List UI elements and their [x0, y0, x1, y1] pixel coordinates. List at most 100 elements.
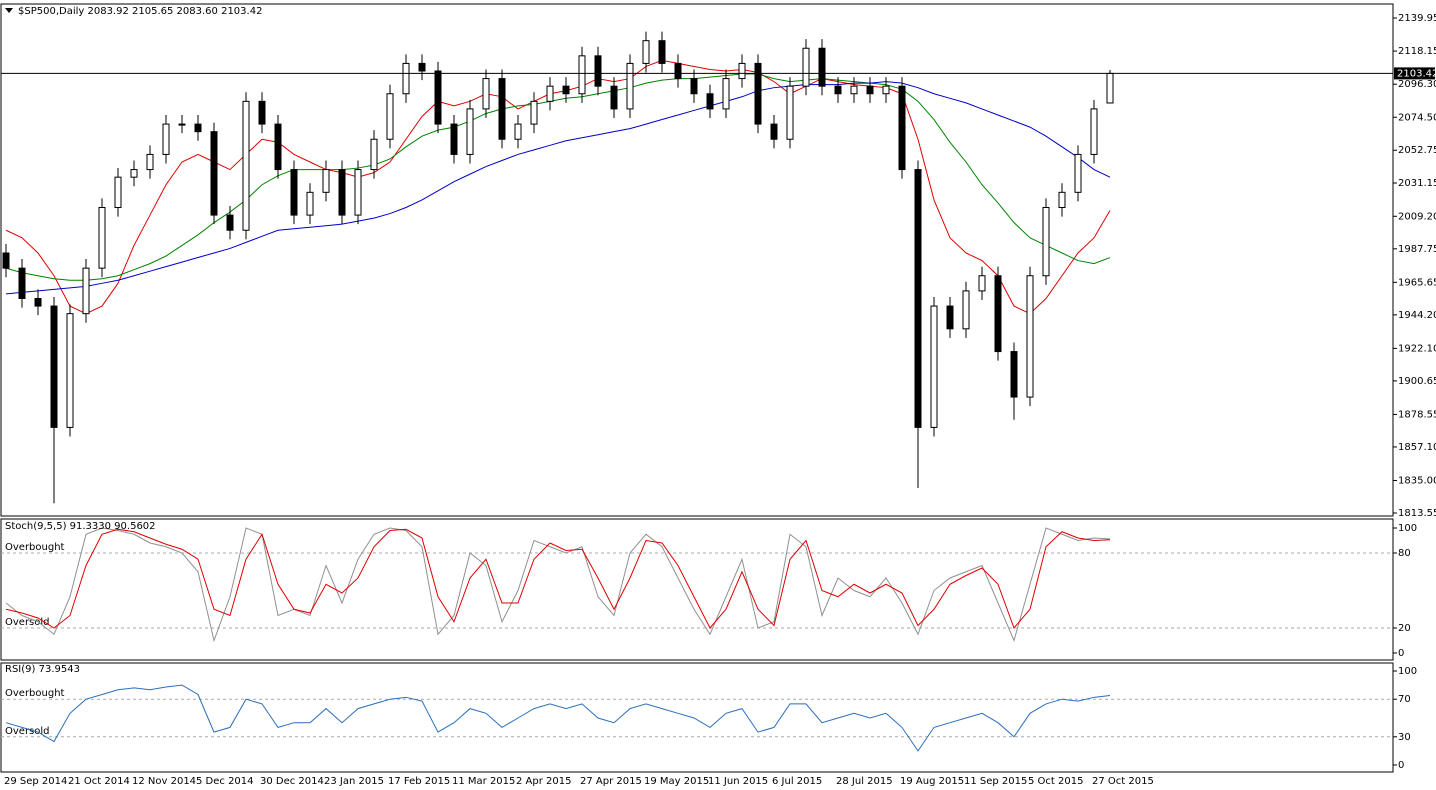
y-tick-label: 2031.15 [1398, 178, 1436, 189]
candle-body [706, 93, 714, 110]
candle-body [802, 47, 810, 87]
candle-body [1010, 351, 1018, 398]
x-tick-label: 5 Oct 2015 [1028, 776, 1083, 787]
candle-body [962, 290, 970, 330]
y-tick-label: 1900.65 [1398, 376, 1436, 387]
y-tick-label: 100 [1398, 666, 1417, 677]
candle-body [1058, 191, 1066, 208]
x-tick-label: 11 Jun 2015 [708, 776, 768, 787]
y-tick-label: 30 [1398, 732, 1411, 743]
candle-body [770, 123, 778, 140]
y-tick-label: 2074.50 [1398, 112, 1436, 123]
candle-body [1090, 108, 1098, 155]
candle-body [258, 100, 266, 125]
candle-body [338, 169, 346, 216]
candle-body [514, 123, 522, 140]
candle-body [418, 62, 426, 72]
candle-body [370, 138, 378, 171]
candle-body [930, 305, 938, 428]
y-tick-label: 20 [1398, 623, 1411, 634]
x-tick-label: 6 Jul 2015 [772, 776, 822, 787]
candle-body [402, 62, 410, 95]
level-label: Oversold [5, 726, 50, 737]
candle-body [18, 267, 26, 299]
x-tick-label: 11 Mar 2015 [452, 776, 515, 787]
candle-body [914, 169, 922, 428]
candle-body [178, 123, 186, 126]
moving-average [5, 59, 1111, 315]
candle-body [322, 169, 330, 193]
candle-body [834, 85, 842, 95]
candle-body [722, 78, 730, 110]
x-tick-label: 28 Jul 2015 [836, 776, 893, 787]
y-tick-label: 1965.65 [1398, 277, 1436, 288]
candle-body [450, 123, 458, 155]
candle-body [274, 123, 282, 171]
candle-body [498, 78, 506, 140]
x-tick-label: 2 Apr 2015 [516, 776, 571, 787]
candle-body [578, 55, 586, 95]
y-tick-label: 1835.00 [1398, 475, 1436, 486]
y-tick-label: 2009.20 [1398, 211, 1436, 222]
x-tick-label: 21 Oct 2014 [68, 776, 130, 787]
y-tick-label: 0 [1398, 760, 1404, 771]
candle-body [290, 169, 298, 216]
indicator-label: Stoch(9,5,5) 91.3330 90.5602 [5, 521, 156, 532]
stochastic-panel [0, 518, 1394, 661]
x-tick-label: 23 Jan 2015 [324, 776, 384, 787]
candle-body [690, 78, 698, 95]
menu-arrow[interactable] [5, 8, 13, 13]
indicator-line [5, 684, 1111, 752]
x-tick-label: 29 Sep 2014 [4, 776, 67, 787]
candle-body [978, 275, 986, 292]
level-label: Overbought [5, 542, 65, 553]
candle-body [642, 40, 650, 64]
x-tick-label: 19 Aug 2015 [900, 776, 964, 787]
candle-body [818, 47, 826, 87]
candle-body [114, 176, 122, 208]
candle-body [674, 62, 682, 80]
candle-body [1042, 206, 1050, 277]
candle-body [530, 100, 538, 125]
candle-body [754, 62, 762, 125]
candle-body [210, 131, 218, 216]
last-price-label: 2103.42 [1397, 68, 1436, 79]
indicator-label: RSI(9) 73.9543 [5, 664, 80, 675]
candle-body [466, 108, 474, 155]
candle-body [354, 169, 362, 216]
y-tick-label: 2052.75 [1398, 145, 1436, 156]
candle-body [850, 85, 858, 95]
y-tick-label: 0 [1398, 648, 1404, 659]
y-tick-label: 1987.75 [1398, 244, 1436, 255]
x-tick-label: 5 Dec 2014 [196, 776, 254, 787]
candle-body [1106, 72, 1114, 104]
y-tick-label: 80 [1398, 548, 1411, 559]
candle-body [434, 70, 442, 125]
candle-body [146, 153, 154, 171]
candle-body [594, 55, 602, 87]
candle-body [898, 85, 906, 171]
candle-body [866, 85, 874, 95]
x-tick-label: 11 Sep 2015 [964, 776, 1027, 787]
level-label: Oversold [5, 617, 50, 628]
y-tick-label: 1857.10 [1398, 442, 1436, 453]
candle-body [66, 313, 74, 428]
last-price-box [1394, 67, 1435, 80]
candle-body [658, 40, 666, 64]
y-tick-label: 1878.55 [1398, 409, 1436, 420]
y-tick-label: 1813.55 [1398, 508, 1436, 519]
candle-body [994, 275, 1002, 353]
moving-average [5, 73, 1111, 281]
y-tick-label: 100 [1398, 523, 1417, 534]
level-label: Overbought [5, 688, 65, 699]
y-tick-label: 2139.95 [1398, 13, 1436, 24]
candle-body [50, 305, 58, 428]
candle-body [2, 252, 10, 269]
candle-body [1074, 153, 1082, 193]
candle-body [306, 191, 314, 216]
price-panel [0, 3, 1394, 517]
indicator-line [5, 527, 1111, 643]
candle-body [786, 85, 794, 140]
chart-header: $SP500,Daily 2083.92 2105.65 2083.60 210… [18, 6, 262, 17]
